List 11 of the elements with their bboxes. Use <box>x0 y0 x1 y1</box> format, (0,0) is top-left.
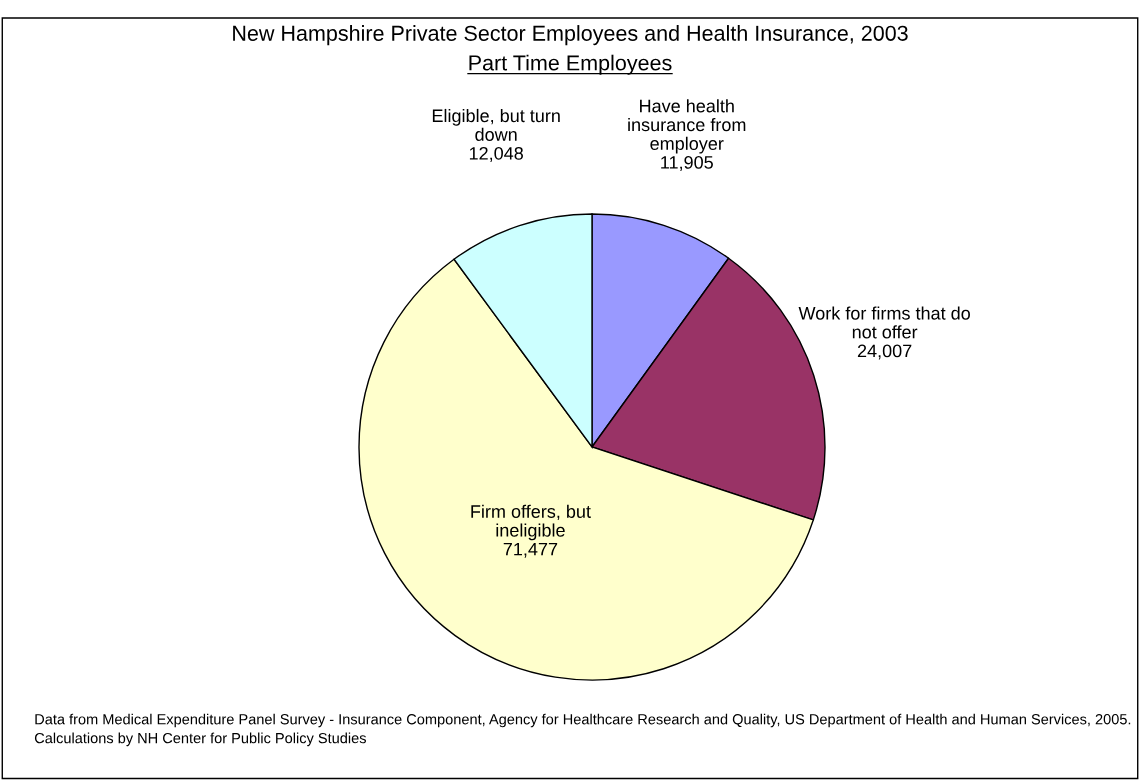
text: Data from Medical Expenditure Panel Survey - Insurance Component, Agency for Healthcare Research and Quality, US Department of Health and Human Services, 2005. Calculations by NH Center for Public Policy Studies <box>34 713 1131 747</box>
data-label: 24,007 <box>857 344 912 360</box>
chart-title: New Hampshire Private Sector Employees and Health Insurance, 2003 <box>233 25 908 46</box>
slice-label: Have health insurance from employer <box>628 99 746 154</box>
data-label: 12,048 <box>469 146 523 162</box>
data-label: 71,477 <box>503 542 558 558</box>
slice-label: Firm offers, but ineligible <box>471 504 591 541</box>
slice-label: Eligible, but turn down <box>432 108 560 141</box>
slice-label: Work for firms that do not offer <box>798 306 970 339</box>
chart-subtitle: Part Time Employees <box>469 54 672 75</box>
data-label: 11,905 <box>661 156 713 171</box>
